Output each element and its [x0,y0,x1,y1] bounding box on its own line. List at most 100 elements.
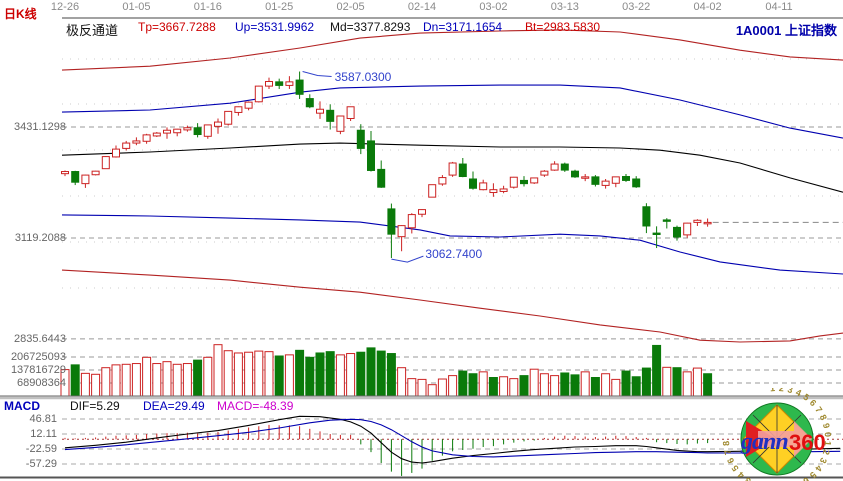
logo-ring-digit: 0 [823,432,833,438]
logo-ring-digit: 1 [823,441,833,447]
candle-body [305,98,314,108]
candle-body [275,81,284,86]
date-tick-label: 02-05 [336,1,365,13]
volume-bar [111,364,121,397]
candle-body [152,132,161,137]
volume-bar [376,350,386,397]
volume-tick-label: 137816729 [10,363,66,376]
volume-bar [213,344,223,397]
candle-body [499,188,508,192]
candle-body [163,129,171,134]
macd-dif-line [64,415,841,464]
candle-body [703,221,712,225]
channel-param-2: Md=3377.8293 [330,20,411,34]
channel-line-tp [61,29,843,71]
candle-body [61,171,69,175]
candle-body [407,214,416,229]
volume-bar [529,368,539,397]
volume-bar [70,364,80,397]
candle-body [142,134,151,142]
candle-body [265,80,273,87]
candle-body [418,209,426,215]
candle-body [224,110,233,125]
channel-indicator-name[interactable]: 极反通道 [66,23,119,38]
volume-bar [590,377,600,397]
volume-bar [611,378,621,397]
volume-bar [437,378,447,397]
logo-ring-digit: 6 [725,456,736,465]
candle-body [560,163,569,171]
logo-ring-digit: 2 [779,388,785,393]
volume-bar [335,354,345,397]
logo-ring-digit: 5 [808,470,819,481]
candle-body [132,140,141,144]
logo-gann-text: gann [740,429,788,455]
volume-bar [142,356,152,397]
price-tick-label: 3119.2088 [14,232,66,244]
volume-bar [692,367,702,397]
candle-body [193,127,202,136]
macd-indicator-label[interactable]: MACD [4,399,40,413]
candle-body [367,140,375,171]
candle-body [428,184,437,198]
macd-tick-label: -22.59 [25,442,57,455]
volume-bar [386,353,396,397]
channel-param-4: Bt=2983.5830 [525,20,601,34]
symbol-label[interactable]: 1A0001 上证指数 [736,20,837,39]
candle-body [469,178,477,189]
macd-tick-label: -57.29 [25,457,57,470]
candle-body [326,109,335,122]
channel-line-md [61,142,843,193]
volume-bar [621,370,631,397]
volume-bar [601,373,611,397]
price-tick-label: 3431.1298 [14,121,66,133]
volume-bar [519,375,529,397]
volume-bar [672,367,682,397]
volume-bar [91,373,101,397]
volume-bar [356,351,366,397]
candle-body [642,206,651,227]
candle-body [683,222,692,236]
logo-ring-digit: 3 [818,456,829,465]
logo-ring-digit: 2 [751,480,760,481]
volume-bar [366,347,376,397]
candle-body [632,178,641,188]
volume-bar [223,350,233,397]
candle-body [295,79,304,95]
date-tick-label: 02-14 [407,1,437,13]
candle-body [377,168,386,188]
candle-body [244,101,253,109]
candle-body [214,121,222,127]
candle-body [356,129,365,149]
volume-bar [325,351,335,397]
candle-body [530,177,539,184]
logo-ring-digit: 7 [813,405,824,415]
candle-body [397,225,406,238]
volume-bar [203,356,213,397]
volume-bar [193,359,203,397]
channel-line-up [61,84,843,139]
chart-period-label[interactable]: 日K线 [4,7,37,21]
candle-body [458,163,467,178]
volume-bar [509,378,519,397]
volume-bar [162,361,172,397]
gann360-logo[interactable]: 1234567890123456789012345678 gann 360 [708,388,843,481]
date-tick-label: 01-16 [193,1,222,13]
candle-body [673,226,681,238]
volume-bar [631,376,641,397]
candle-body [601,180,610,186]
volume-tick-label: 206725093 [10,350,66,363]
volume-bar [315,352,325,397]
macd-tick-label: 46.81 [29,412,57,425]
channel-param-0: Tp=3667.7288 [138,20,216,34]
candle-body [652,232,661,235]
volume-bar [560,372,570,397]
candle-body [203,124,212,137]
volume-bar [662,366,672,397]
candle-body [173,128,182,134]
logo-ring-digit: 3 [786,388,793,395]
volume-bar [295,349,305,397]
volume-bar [346,353,356,397]
volume-bar [80,372,90,397]
